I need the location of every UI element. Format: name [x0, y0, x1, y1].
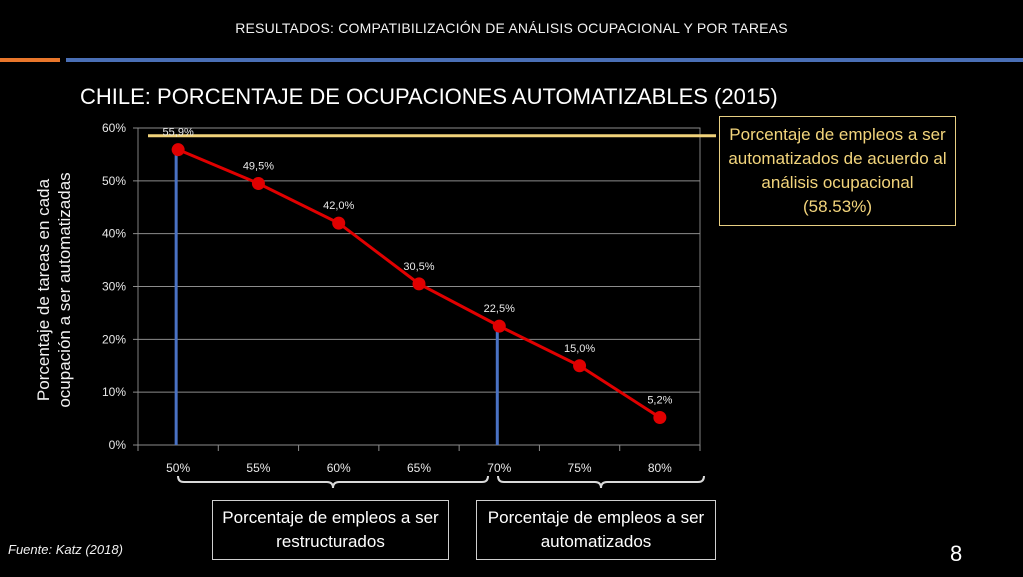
data-point [653, 411, 667, 425]
data-label: 42,0% [323, 200, 354, 212]
reference-callout: Porcentaje de empleos a ser automatizado… [719, 116, 956, 226]
header-rule-blue [66, 58, 1023, 62]
y-tick-label: 20% [102, 332, 126, 346]
y-tick-label: 30% [102, 280, 126, 294]
data-label: 30,5% [403, 261, 434, 273]
restructured-group-label: Porcentaje de empleos a ser restructurad… [212, 500, 449, 560]
x-tick-label: 60% [327, 461, 351, 475]
automated-group-label: Porcentaje de empleos a ser automatizado… [476, 500, 716, 560]
data-label: 5,2% [647, 395, 672, 407]
slide-header: RESULTADOS: COMPATIBILIZACIÓN DE ANÁLISI… [235, 20, 788, 36]
left-group-brace [177, 475, 489, 489]
right-group-brace [497, 475, 705, 489]
data-label: 55,9% [163, 127, 194, 139]
page-number: 8 [950, 541, 963, 566]
source-note: Fuente: Katz (2018) [8, 542, 123, 557]
data-point [251, 176, 265, 190]
y-tick-label: 60% [102, 121, 126, 135]
y-tick-label: 50% [102, 174, 126, 188]
y-tick-label: 10% [102, 385, 126, 399]
data-label: 49,5% [243, 160, 274, 172]
data-point [492, 319, 506, 333]
data-point [412, 277, 426, 291]
header-rule-orange [0, 58, 60, 62]
x-tick-label: 75% [568, 461, 592, 475]
x-tick-label: 55% [246, 461, 270, 475]
data-point [573, 359, 587, 373]
data-point [332, 216, 346, 230]
data-label: 15,0% [564, 343, 595, 355]
x-tick-label: 80% [648, 461, 672, 475]
y-tick-label: 0% [109, 438, 127, 452]
data-point [171, 143, 185, 157]
chart-title: CHILE: PORCENTAJE DE OCUPACIONES AUTOMAT… [80, 84, 778, 109]
x-tick-label: 65% [407, 461, 431, 475]
data-label: 22,5% [484, 303, 515, 315]
x-tick-label: 50% [166, 461, 190, 475]
y-tick-label: 40% [102, 227, 126, 241]
x-tick-label: 70% [487, 461, 511, 475]
